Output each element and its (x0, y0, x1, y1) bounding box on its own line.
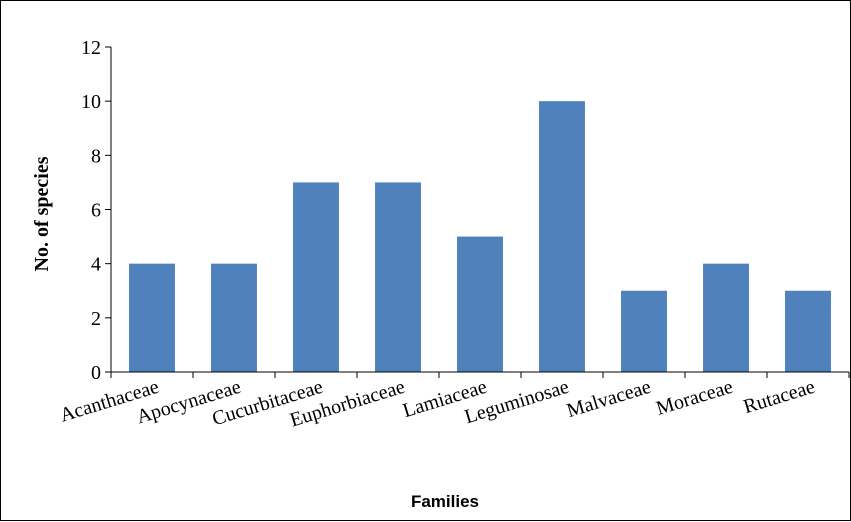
y-tick-label: 12 (81, 37, 101, 59)
bar-leguminosae (539, 101, 585, 373)
bar-euphorbiaceae (375, 182, 421, 372)
x-category-label: Moraceae (654, 376, 736, 420)
y-tick-label: 4 (91, 254, 101, 276)
y-axis-label: No. of species (31, 156, 53, 271)
y-tick-label: 8 (91, 145, 101, 167)
y-ticks-group: 0 2 4 6 8 10 12 (81, 37, 111, 384)
y-tick-label: 0 (91, 362, 101, 384)
bar-rutaceae (785, 290, 831, 372)
bar-cucurbitaceae (293, 182, 339, 372)
x-ticks-group (110, 372, 850, 378)
bar-acanthaceae (129, 263, 175, 372)
x-category-label: Rutaceae (741, 376, 818, 419)
bar-moraceae (703, 263, 749, 372)
y-tick-label: 2 (91, 308, 101, 330)
bar-malvaceae (621, 290, 667, 372)
y-tick-label: 10 (81, 91, 101, 113)
bar-apocynaceae (211, 263, 257, 372)
x-category-label: Malvaceae (564, 376, 653, 422)
bar-lamiaceae (457, 236, 503, 372)
bars-group (129, 101, 831, 373)
category-labels-group: AcanthaceaeApocynaceaeCucurbitaceaeEupho… (57, 376, 817, 432)
y-tick-label: 6 (91, 200, 101, 222)
x-axis-label: Families (411, 492, 479, 511)
